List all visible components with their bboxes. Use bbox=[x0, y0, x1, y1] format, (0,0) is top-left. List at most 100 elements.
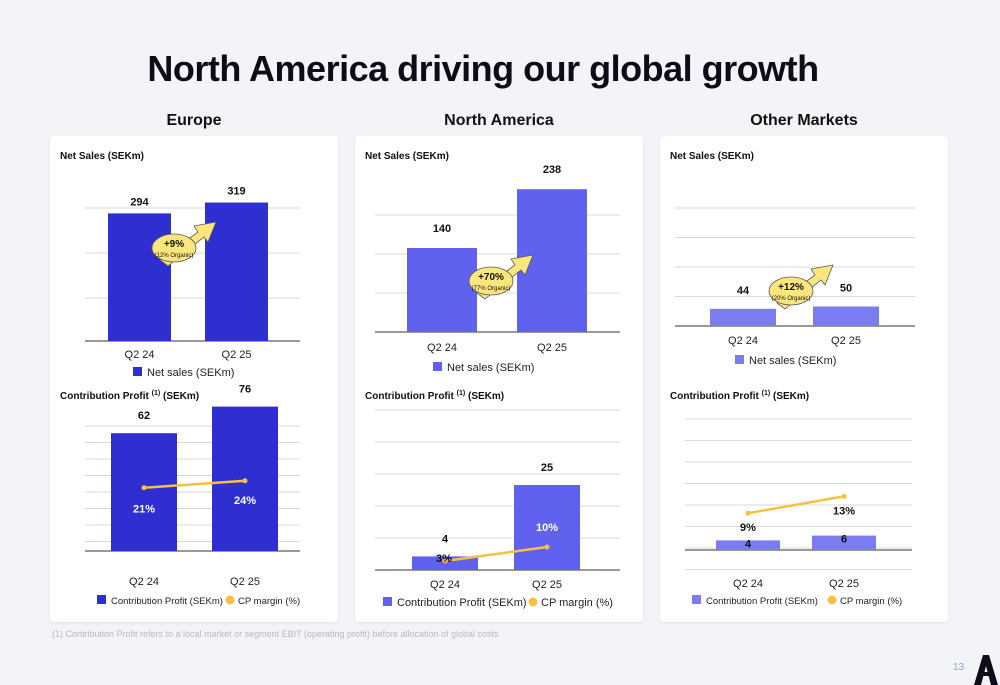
north-america-sales-value-label: 140 bbox=[433, 223, 451, 235]
north-america-sales-bar bbox=[407, 248, 477, 332]
other-markets-growth-arrow-icon: +12% (20% Organic) bbox=[768, 264, 834, 310]
other-markets-cp-tick-label: Q2 25 bbox=[829, 578, 859, 590]
other-markets-cp-value-label: 6 bbox=[841, 534, 847, 546]
europe-cp-heading-text: Contribution Profit bbox=[60, 391, 152, 402]
europe-cp-heading: Contribution Profit (1) (SEKm) bbox=[60, 390, 199, 402]
other-markets-cp-bar bbox=[716, 540, 780, 550]
europe-cp-heading-sup: (1) bbox=[152, 390, 161, 397]
europe-cp-legend-swatch bbox=[97, 595, 106, 604]
europe-cp-heading-unit: (SEKm) bbox=[160, 391, 199, 402]
europe-cp-margin-label: 24% bbox=[234, 495, 256, 507]
europe-cp-tick-label: Q2 24 bbox=[129, 576, 159, 588]
north-america-growth-sub: (77% Organic) bbox=[472, 286, 511, 292]
other-markets-sales-bar bbox=[710, 308, 776, 326]
europe-cp-value-label: 62 bbox=[138, 410, 150, 422]
europe-charts: Net Sales (SEKm) 294 Q2 24 319 Q2 25 +9% (12% … bbox=[60, 151, 300, 607]
north-america-sales-legend-swatch bbox=[433, 362, 442, 371]
europe-cp-legend-label: Contribution Profit (SEKm) bbox=[111, 596, 223, 607]
europe-sales-tick-label: Q2 25 bbox=[222, 349, 252, 361]
north-america-cp-heading-text: Contribution Profit bbox=[365, 391, 457, 402]
region-title-europe: Europe bbox=[166, 112, 222, 129]
europe-cp-margin-label: 21% bbox=[133, 504, 155, 516]
north-america-cp-margin-point bbox=[442, 558, 448, 564]
other-markets-cp-heading-text: Contribution Profit bbox=[670, 391, 762, 402]
europe-cp-margin-point bbox=[141, 485, 147, 491]
europe-growth-label: +9% bbox=[164, 239, 184, 250]
other-markets-sales-legend-label: Net sales (SEKm) bbox=[749, 355, 836, 367]
europe-growth-arrow-icon: +9% (12% Organic) bbox=[151, 221, 217, 267]
europe-margin-legend-swatch bbox=[225, 595, 235, 605]
north-america-sales-tick-label: Q2 24 bbox=[427, 342, 457, 354]
europe-sales-bar bbox=[205, 202, 268, 341]
europe-sales-bar bbox=[108, 213, 171, 341]
europe-sales-value-label: 294 bbox=[130, 196, 149, 208]
other-markets-charts: Net Sales (SEKm) 44 Q2 24 50 Q2 25 +12% (20% O… bbox=[670, 151, 915, 607]
north-america-cp-margin-point bbox=[544, 544, 550, 550]
brand-logo-icon bbox=[974, 655, 998, 685]
europe-sales-tick-label: Q2 24 bbox=[125, 349, 155, 361]
card-other-markets: Net Sales (SEKm) 44 Q2 24 50 Q2 25 +12% (20% O… bbox=[660, 136, 948, 622]
other-markets-growth-label: +12% bbox=[778, 282, 804, 293]
europe-growth-sub: (12% Organic) bbox=[155, 253, 194, 259]
other-markets-sales-tick-label: Q2 25 bbox=[831, 335, 861, 347]
europe-margin-legend-label: CP margin (%) bbox=[238, 596, 300, 607]
other-markets-cp-tick-label: Q2 24 bbox=[733, 578, 763, 590]
europe-cp-margin-line bbox=[143, 479, 246, 489]
north-america-cp-margin-line bbox=[444, 545, 548, 563]
north-america-cp-value-label: 4 bbox=[442, 533, 449, 545]
other-markets-margin-legend-label: CP margin (%) bbox=[840, 596, 902, 607]
other-markets-cp-margin-label: 9% bbox=[740, 522, 756, 534]
region-title-other-markets: Other Markets bbox=[750, 112, 858, 129]
north-america-cp-tick-label: Q2 24 bbox=[430, 579, 460, 591]
page-number: 13 bbox=[953, 662, 965, 673]
other-markets-cp-margin-point bbox=[841, 493, 847, 499]
card-north-america: Net Sales (SEKm) 140 Q2 24 238 Q2 25 +70% (77%… bbox=[355, 136, 643, 622]
other-markets-cp-heading-unit: (SEKm) bbox=[770, 391, 809, 402]
other-markets-cp-margin-line bbox=[747, 495, 845, 515]
north-america-growth-arrow-icon: +70% (77% Organic) bbox=[468, 254, 534, 300]
other-markets-cp-value-label: 4 bbox=[745, 538, 752, 550]
north-america-cp-bar bbox=[514, 485, 580, 570]
europe-sales-value-label: 319 bbox=[227, 186, 245, 198]
europe-cp-tick-label: Q2 25 bbox=[230, 576, 260, 588]
region-title-north-america: North America bbox=[444, 112, 554, 129]
north-america-cp-margin-label: 10% bbox=[536, 522, 558, 534]
north-america-cp-heading: Contribution Profit (1) (SEKm) bbox=[365, 390, 504, 402]
other-markets-cp-legend-swatch bbox=[692, 595, 701, 604]
other-markets-cp-legend-label: Contribution Profit (SEKm) bbox=[706, 596, 818, 607]
north-america-cp-heading-unit: (SEKm) bbox=[465, 391, 504, 402]
north-america-sales-heading: Net Sales (SEKm) bbox=[365, 151, 449, 162]
north-america-cp-legend-label: Contribution Profit (SEKm) bbox=[397, 597, 527, 609]
europe-growth-bubble bbox=[151, 233, 197, 263]
north-america-cp-tick-label: Q2 25 bbox=[532, 579, 562, 591]
north-america-growth-label: +70% bbox=[478, 272, 504, 283]
card-europe: Net Sales (SEKm) 294 Q2 24 319 Q2 25 +9% (12% … bbox=[50, 136, 338, 622]
other-markets-growth-sub: (20% Organic) bbox=[772, 296, 811, 302]
other-markets-cp-margin-label: 13% bbox=[833, 505, 855, 517]
other-markets-cp-bar bbox=[812, 535, 876, 550]
europe-sales-heading: Net Sales (SEKm) bbox=[60, 151, 144, 162]
north-america-cp-legend-swatch bbox=[383, 597, 392, 606]
north-america-cp-heading-sup: (1) bbox=[457, 390, 466, 397]
other-markets-cp-margin-point bbox=[745, 510, 751, 516]
other-markets-growth-bubble bbox=[768, 276, 814, 306]
north-america-cp-value-label: 25 bbox=[541, 462, 553, 474]
europe-cp-value-label: 76 bbox=[239, 384, 251, 396]
europe-cp-bar bbox=[111, 433, 177, 551]
north-america-cp-margin-label: 3% bbox=[436, 553, 452, 565]
other-markets-sales-tick-label: Q2 24 bbox=[728, 335, 758, 347]
other-markets-margin-legend-swatch bbox=[827, 595, 837, 605]
north-america-sales-legend-label: Net sales (SEKm) bbox=[447, 362, 534, 374]
other-markets-sales-value-label: 44 bbox=[737, 285, 750, 297]
north-america-margin-legend-swatch bbox=[528, 597, 538, 607]
other-markets-cp-heading: Contribution Profit (1) (SEKm) bbox=[670, 390, 809, 402]
north-america-sales-tick-label: Q2 25 bbox=[537, 342, 567, 354]
europe-cp-margin-point bbox=[242, 478, 248, 484]
other-markets-sales-heading: Net Sales (SEKm) bbox=[670, 151, 754, 162]
other-markets-sales-value-label: 50 bbox=[840, 283, 852, 295]
footnote: (1) Contribution Profit refers to a loca… bbox=[52, 629, 499, 639]
other-markets-cp-heading-sup: (1) bbox=[762, 390, 771, 397]
europe-sales-legend-swatch bbox=[133, 367, 142, 376]
north-america-growth-bubble bbox=[468, 266, 514, 296]
page-title: North America driving our global growth bbox=[147, 48, 819, 89]
